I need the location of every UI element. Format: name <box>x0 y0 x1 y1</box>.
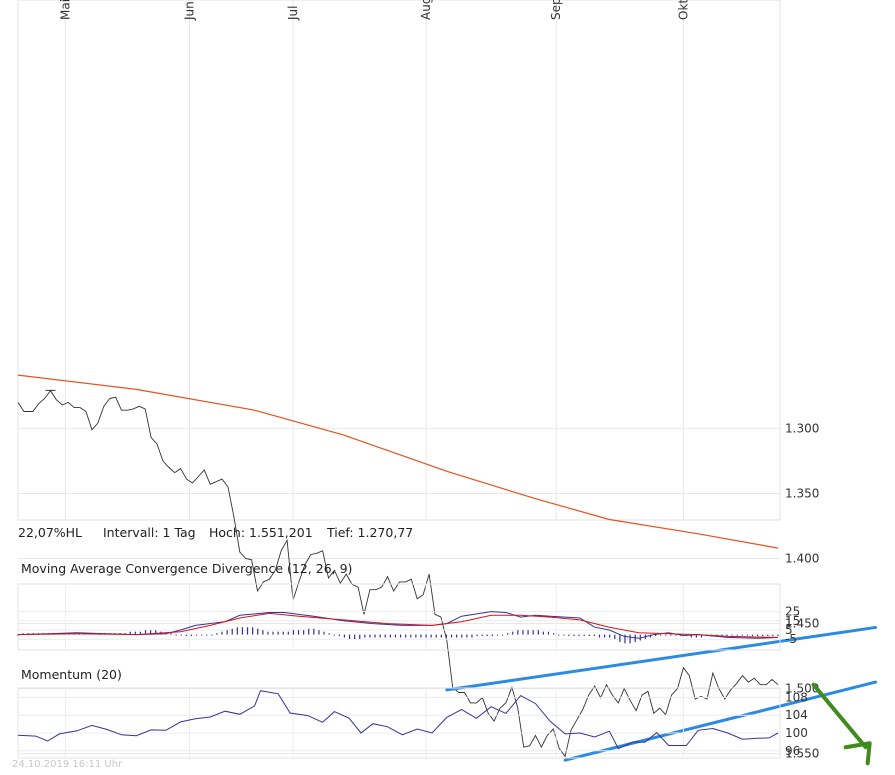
y-tick-label: 1.500 <box>785 682 819 696</box>
x-month-label: Sep <box>549 0 563 20</box>
plot-border <box>17 0 781 521</box>
x-month-label: Okt <box>676 0 690 20</box>
macd-border <box>17 583 781 651</box>
momentum-tick-label: 96 <box>785 744 800 758</box>
momentum-border <box>17 687 781 759</box>
macd-tick-label: 15 <box>785 614 800 628</box>
x-month-label: Jul <box>286 6 300 21</box>
momentum-line <box>17 690 779 750</box>
x-month-label: Mai <box>58 0 72 20</box>
y-tick-label: 1.450 <box>785 617 819 631</box>
x-month-label: Aug <box>419 0 433 20</box>
trendline <box>445 625 878 692</box>
momentum-panel: 108 104 100 96 <box>17 687 808 759</box>
y-tick-label: 1.400 <box>785 552 819 566</box>
arrow-head <box>843 741 872 766</box>
signal-line <box>17 612 779 638</box>
price-panel: 1.550 1.500 1.450 1.400 1.350 1.300 Mai Jun Jul A… <box>17 0 878 766</box>
y-tick-label: 1.550 <box>785 747 819 761</box>
x-month-label: Jun <box>183 1 197 21</box>
arrow-shaft <box>811 682 868 750</box>
y-tick-label: 1.350 <box>785 486 819 500</box>
y-tick-label: 1.300 <box>785 421 819 435</box>
macd-line <box>17 611 779 639</box>
macd-tick-label: 25 <box>785 605 800 619</box>
change-stat: 22,07%HL <box>18 525 83 540</box>
price-line <box>17 389 779 758</box>
moving-average-line <box>17 374 779 549</box>
high-stat: Hoch: 1.551,201 <box>209 525 313 540</box>
low-stat: Tief: 1.270,77 <box>327 525 414 540</box>
macd-title: Moving Average Convergence Divergence (1… <box>21 561 353 576</box>
macd-tick-label: -5 <box>785 632 797 646</box>
macd-tick-label: 5 <box>785 623 793 637</box>
momentum-tick-label: 100 <box>785 726 808 740</box>
timestamp: 24.10.2019 16:11 Uhr <box>12 759 123 770</box>
momentum-title: Momentum (20) <box>21 667 122 682</box>
momentum-tick-label: 104 <box>785 708 808 722</box>
momentum-tick-label: 108 <box>785 690 808 704</box>
interval-stat: Intervall: 1 Tag <box>103 525 196 540</box>
